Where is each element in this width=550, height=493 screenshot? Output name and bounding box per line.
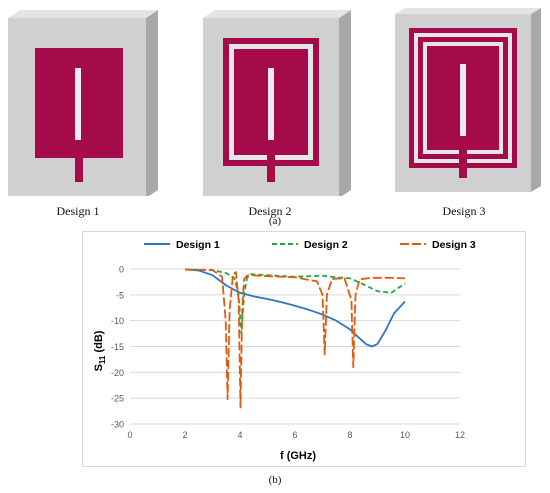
design-2-caption: Design 2 xyxy=(248,204,292,218)
design-3-render xyxy=(395,8,541,192)
feed-line xyxy=(267,146,275,182)
grid-layer xyxy=(130,268,460,425)
panel-b-label: (b) xyxy=(268,474,282,486)
y-axis-label: S11 (dB) xyxy=(93,330,107,371)
y-label-sub: 11 xyxy=(98,355,107,364)
axis-layer: 0-5-10-15-20-25-300 2 4 6 8 10 12 xyxy=(111,265,465,441)
patch-slot xyxy=(460,64,466,136)
series-line-design-3 xyxy=(184,268,406,409)
y-tick-label: -20 xyxy=(111,368,124,378)
design-1-caption: Design 1 xyxy=(56,204,100,218)
patch-slot xyxy=(268,68,274,140)
y-label-main: S xyxy=(93,364,105,371)
x-tick-label: 6 xyxy=(292,430,297,440)
feed-line xyxy=(75,142,83,182)
series-line-design-2 xyxy=(184,268,406,335)
board-side xyxy=(339,10,351,196)
x-tick-label: 2 xyxy=(182,430,187,440)
y-label-unit: (dB) xyxy=(93,330,105,355)
s11-chart: 0-5-10-15-20-25-300 2 4 6 8 10 12 Design 1 Desi… xyxy=(93,239,476,462)
legend-label: Design 3 xyxy=(432,239,476,251)
x-tick-label: 10 xyxy=(400,430,410,440)
board-top xyxy=(395,8,541,14)
chart-frame xyxy=(82,231,526,467)
y-tick-label: -30 xyxy=(111,420,124,430)
design-1-render xyxy=(8,10,158,196)
legend-label: Design 1 xyxy=(176,239,220,251)
patch-slot xyxy=(75,68,81,140)
board-side xyxy=(146,10,158,196)
design-3-caption: Design 3 xyxy=(442,204,486,218)
y-tick-label: 0 xyxy=(119,265,124,275)
x-tick-label: 4 xyxy=(237,430,242,440)
series-line-design-1 xyxy=(184,268,406,348)
legend-label: Design 2 xyxy=(304,239,348,251)
x-tick-label: 12 xyxy=(455,430,465,440)
y-tick-label: -10 xyxy=(111,316,124,326)
x-tick-label: 0 xyxy=(127,430,132,440)
y-tick-label: -15 xyxy=(111,342,124,352)
board-top xyxy=(8,10,158,18)
board-side xyxy=(531,8,541,192)
board-top xyxy=(203,10,351,18)
y-tick-label: -25 xyxy=(111,394,124,404)
series-layer xyxy=(184,268,406,409)
panel-a-label: (a) xyxy=(268,215,282,227)
x-tick-label: 8 xyxy=(347,430,352,440)
legend: Design 1 Design 2 Design 3 xyxy=(144,239,476,251)
design-2-render xyxy=(203,10,351,196)
x-axis-label: f (GHz) xyxy=(280,450,316,462)
y-tick-label: -5 xyxy=(116,290,124,300)
feed-line xyxy=(459,142,467,178)
